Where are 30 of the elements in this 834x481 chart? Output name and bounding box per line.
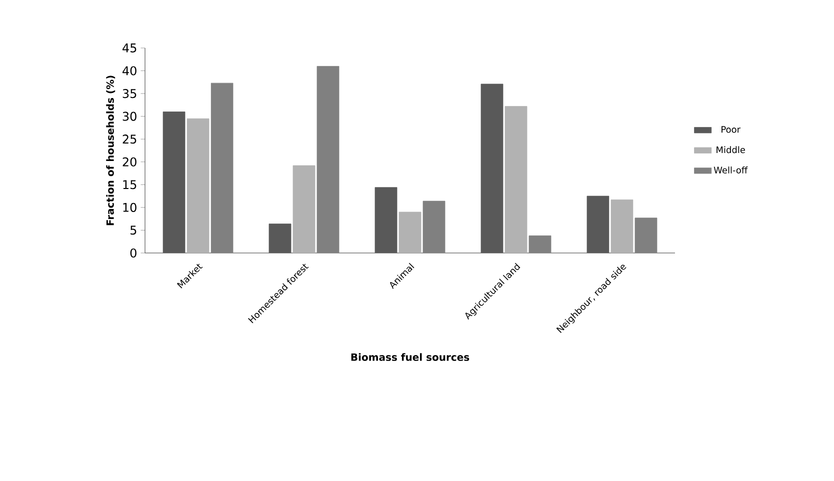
bar — [480, 84, 504, 253]
y-tick-label: 35 — [122, 89, 136, 98]
y-tick-label: 25 — [122, 134, 136, 144]
legend-label: Poor — [722, 126, 741, 133]
bar — [504, 106, 528, 253]
bar — [374, 187, 398, 253]
y-axis-title: Fraction of households (%) — [106, 76, 116, 226]
bar — [398, 212, 422, 253]
x-axis-title: Biomass fuel sources — [351, 353, 470, 361]
bar — [316, 66, 340, 253]
y-tick-label: 10 — [123, 202, 136, 212]
bar — [528, 235, 552, 253]
bar — [292, 165, 316, 253]
bar — [634, 218, 658, 253]
y-tick-label: 0 — [130, 248, 136, 258]
legend-label: Middle — [716, 146, 745, 154]
y-tick-label: 45 — [122, 44, 136, 52]
bar — [610, 199, 634, 253]
bar — [162, 112, 186, 253]
y-tick-label: 15 — [123, 180, 136, 190]
bar — [422, 200, 446, 253]
y-tick-label: 20 — [122, 157, 136, 166]
bar — [186, 118, 210, 253]
bar — [268, 224, 292, 253]
bar — [586, 196, 610, 253]
legend-label: Well-off — [714, 166, 748, 174]
y-tick-label: 5 — [130, 226, 136, 235]
y-tick-label: 30 — [122, 112, 136, 121]
bar — [210, 82, 234, 253]
y-tick-label: 40 — [122, 66, 136, 76]
